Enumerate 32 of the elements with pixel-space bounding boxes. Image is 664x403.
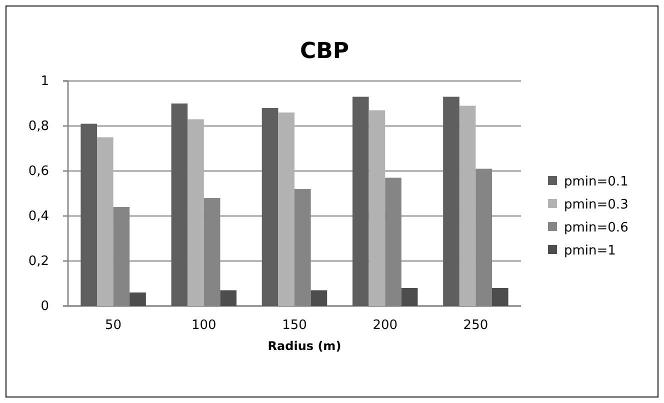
bar bbox=[310, 290, 328, 306]
bar bbox=[130, 292, 146, 306]
bar bbox=[459, 106, 476, 306]
x-tick-label: 50 bbox=[105, 318, 122, 334]
bar bbox=[80, 124, 97, 306]
x-tick-label: 200 bbox=[372, 318, 398, 334]
bar bbox=[368, 110, 386, 306]
x-tick-label: 150 bbox=[282, 318, 307, 334]
x-tick-label: 100 bbox=[191, 318, 216, 334]
bar bbox=[352, 96, 369, 306]
bar bbox=[443, 96, 460, 306]
bar bbox=[278, 112, 294, 306]
bar bbox=[401, 288, 418, 306]
y-tick-label: 0,2 bbox=[28, 254, 49, 270]
legend-label: pmin=1 bbox=[564, 244, 616, 259]
y-tick-label: 0 bbox=[40, 299, 49, 314]
legend-label: pmin=0.6 bbox=[564, 220, 628, 236]
y-tick-label: 1 bbox=[40, 74, 49, 90]
y-tick-label: 0,8 bbox=[28, 119, 49, 134]
bar bbox=[171, 104, 188, 306]
legend-label: pmin=0.1 bbox=[564, 174, 628, 190]
y-tick-label: 0,4 bbox=[28, 209, 49, 224]
legend-label: pmin=0.3 bbox=[564, 198, 628, 213]
bar bbox=[262, 108, 278, 306]
bar bbox=[492, 288, 508, 306]
x-tick-label: 250 bbox=[463, 318, 488, 334]
bar bbox=[188, 119, 204, 306]
y-tick-label: 0,6 bbox=[28, 164, 49, 180]
bar bbox=[96, 137, 114, 306]
bar bbox=[220, 290, 237, 306]
chart-title: CBP bbox=[300, 39, 350, 64]
x-axis-title: Radius (m) bbox=[268, 339, 342, 353]
